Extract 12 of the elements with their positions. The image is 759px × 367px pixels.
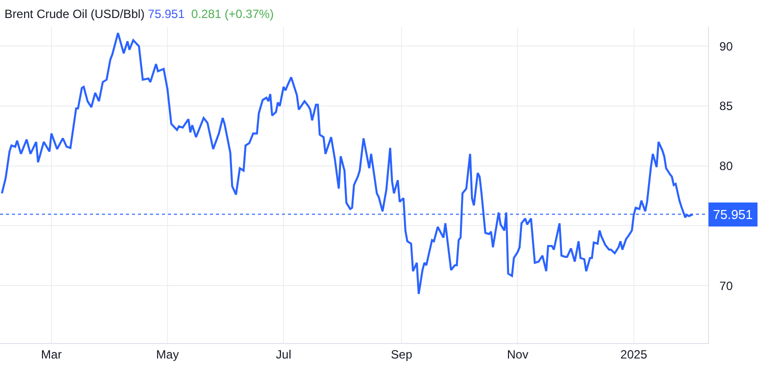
x-tick-label: Nov: [507, 347, 528, 362]
chart-title: Brent Crude Oil (USD/Bbl) 75.951 0.281 (+0.37%): [4, 7, 274, 22]
y-tick-label: 90: [719, 39, 734, 54]
ref-line-label: 75.951: [713, 207, 753, 222]
x-tick-label: Mar: [41, 347, 62, 362]
y-tick-label: 80: [719, 159, 734, 174]
x-tick-label: Jul: [276, 347, 292, 362]
x-tick-label: 2025: [620, 347, 648, 362]
x-tick-label: May: [156, 347, 179, 362]
x-tick-label: Sep: [390, 347, 413, 362]
y-tick-label: 70: [719, 278, 734, 293]
y-tick-label: 85: [719, 99, 734, 114]
